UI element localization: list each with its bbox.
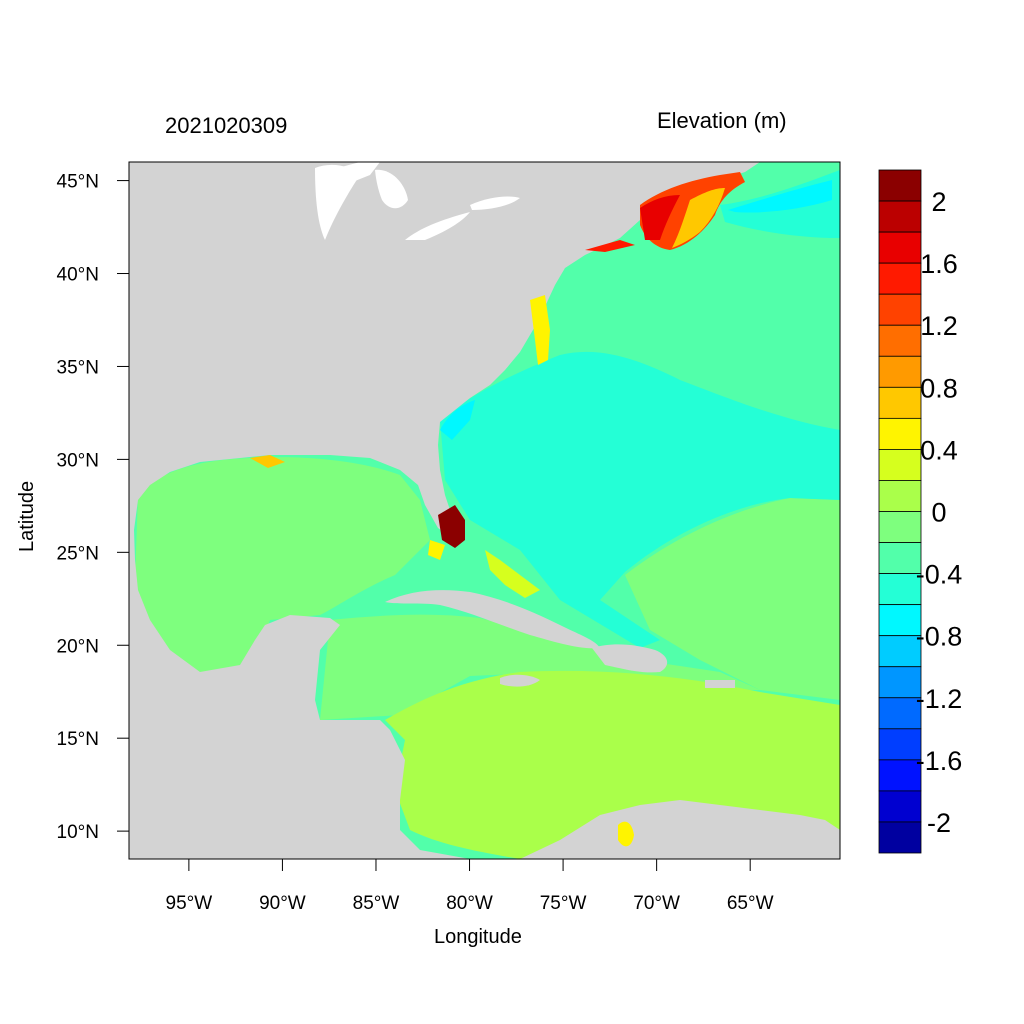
colorbar-bin — [878, 542, 922, 574]
map-axes: 95°W 90°W 85°W 80°W 75°W 70°W 65°W 45°N 40°N 35°N… — [57, 172, 774, 914]
colorbar-label: 1.2 — [920, 311, 958, 341]
florida-keys-surge — [428, 540, 445, 560]
lat-tick-label: 45°N — [57, 172, 99, 193]
colorbar-bin — [878, 169, 922, 202]
colorbar-label: 0.4 — [920, 435, 958, 465]
colorbar-bin — [878, 262, 922, 295]
lon-tick-label: 65°W — [727, 893, 774, 914]
lon-tick-label: 85°W — [353, 893, 400, 914]
lat-tick-label: 10°N — [57, 822, 99, 843]
colorbar-bin — [878, 480, 922, 512]
colorbar-bin — [878, 324, 922, 357]
colorbar-bin — [878, 231, 922, 264]
colorbar-bin — [878, 821, 922, 854]
colorbar-label: -0.8 — [916, 622, 963, 652]
colorbar-label: -2 — [927, 808, 951, 838]
colorbar-bin — [878, 635, 922, 668]
lon-tick-label: 75°W — [540, 893, 587, 914]
lake-superior — [315, 164, 360, 240]
lake-maracaibo-surge — [618, 821, 634, 847]
colorbar-label: 2 — [931, 187, 946, 217]
lon-tick-label: 70°W — [633, 893, 680, 914]
colorbar-label: 1.6 — [920, 249, 958, 279]
timestamp-label: 2021020309 — [165, 113, 288, 138]
map-plot-area — [129, 162, 840, 859]
colorbar-bin — [878, 511, 922, 543]
georgia-bight-cyan — [440, 400, 475, 440]
hispaniola-land — [592, 644, 668, 673]
lon-tick-label: 95°W — [166, 893, 213, 914]
colorbar-bin — [878, 200, 922, 233]
colorbar-bin — [878, 728, 922, 761]
caribbean-green — [320, 614, 760, 720]
bahamas-surge — [485, 550, 540, 598]
atlantic-southeast-region — [625, 498, 840, 700]
lat-tick-label: 20°N — [57, 636, 99, 657]
colorbar-bin — [878, 790, 922, 823]
colorbar: 2 1.6 1.2 0.8 0.4 0 -0.4 -0.8 -1.2 -1.6 -2 — [878, 169, 963, 854]
lake-huron — [375, 169, 408, 209]
atlantic-cyan-band — [440, 351, 840, 648]
gulf-of-maine-surge-orange — [672, 188, 725, 248]
colorbar-bin — [878, 417, 922, 450]
colorbar-bin — [878, 293, 922, 326]
colorbar-bin — [878, 604, 922, 637]
atlantic-deepcyan-northeast — [728, 180, 832, 213]
lat-tick-label: 15°N — [57, 729, 99, 750]
map-frame — [128, 161, 841, 860]
colorbar-label: 0.8 — [920, 373, 958, 403]
cuba-land — [385, 590, 600, 649]
colorbar-bin — [878, 386, 922, 419]
colorbar-bin — [878, 449, 922, 481]
field-label: Elevation (m) — [657, 108, 787, 133]
colorbar-label: -1.2 — [916, 684, 963, 714]
lon-tick-label: 90°W — [259, 893, 306, 914]
colorbar-label: 0 — [931, 498, 946, 528]
colorbar-label: -0.4 — [916, 560, 963, 590]
lake-michigan — [330, 162, 380, 185]
chesapeake-surge — [530, 295, 550, 365]
lat-tick-label: 30°N — [57, 450, 99, 471]
land-areas — [129, 162, 840, 859]
lake-erie — [405, 212, 470, 240]
colorbar-label: -1.6 — [916, 746, 963, 776]
south-florida-surge — [438, 505, 465, 548]
lat-tick-label: 25°N — [57, 543, 99, 564]
colorbar-bin — [878, 759, 922, 792]
puerto-rico-land — [705, 680, 735, 688]
colorbar-bin — [878, 697, 922, 730]
x-axis-label: Longitude — [434, 926, 522, 948]
lat-tick-label: 35°N — [57, 357, 99, 378]
lake-ontario — [470, 196, 520, 210]
lon-tick-label: 80°W — [446, 893, 493, 914]
lat-tick-label: 40°N — [57, 265, 99, 286]
louisiana-coast-surge — [250, 455, 285, 468]
jamaica-land — [500, 674, 540, 687]
great-lakes — [315, 162, 520, 240]
gulf-of-mexico — [135, 457, 430, 675]
gulf-of-maine-surge-darkred — [640, 195, 680, 240]
north-america-land — [129, 162, 760, 859]
colorbar-bin — [878, 666, 922, 699]
colorbar-bin — [878, 573, 922, 606]
south-america-land — [520, 800, 840, 859]
colorbar-bin — [878, 355, 922, 388]
long-island-surge — [585, 240, 635, 252]
